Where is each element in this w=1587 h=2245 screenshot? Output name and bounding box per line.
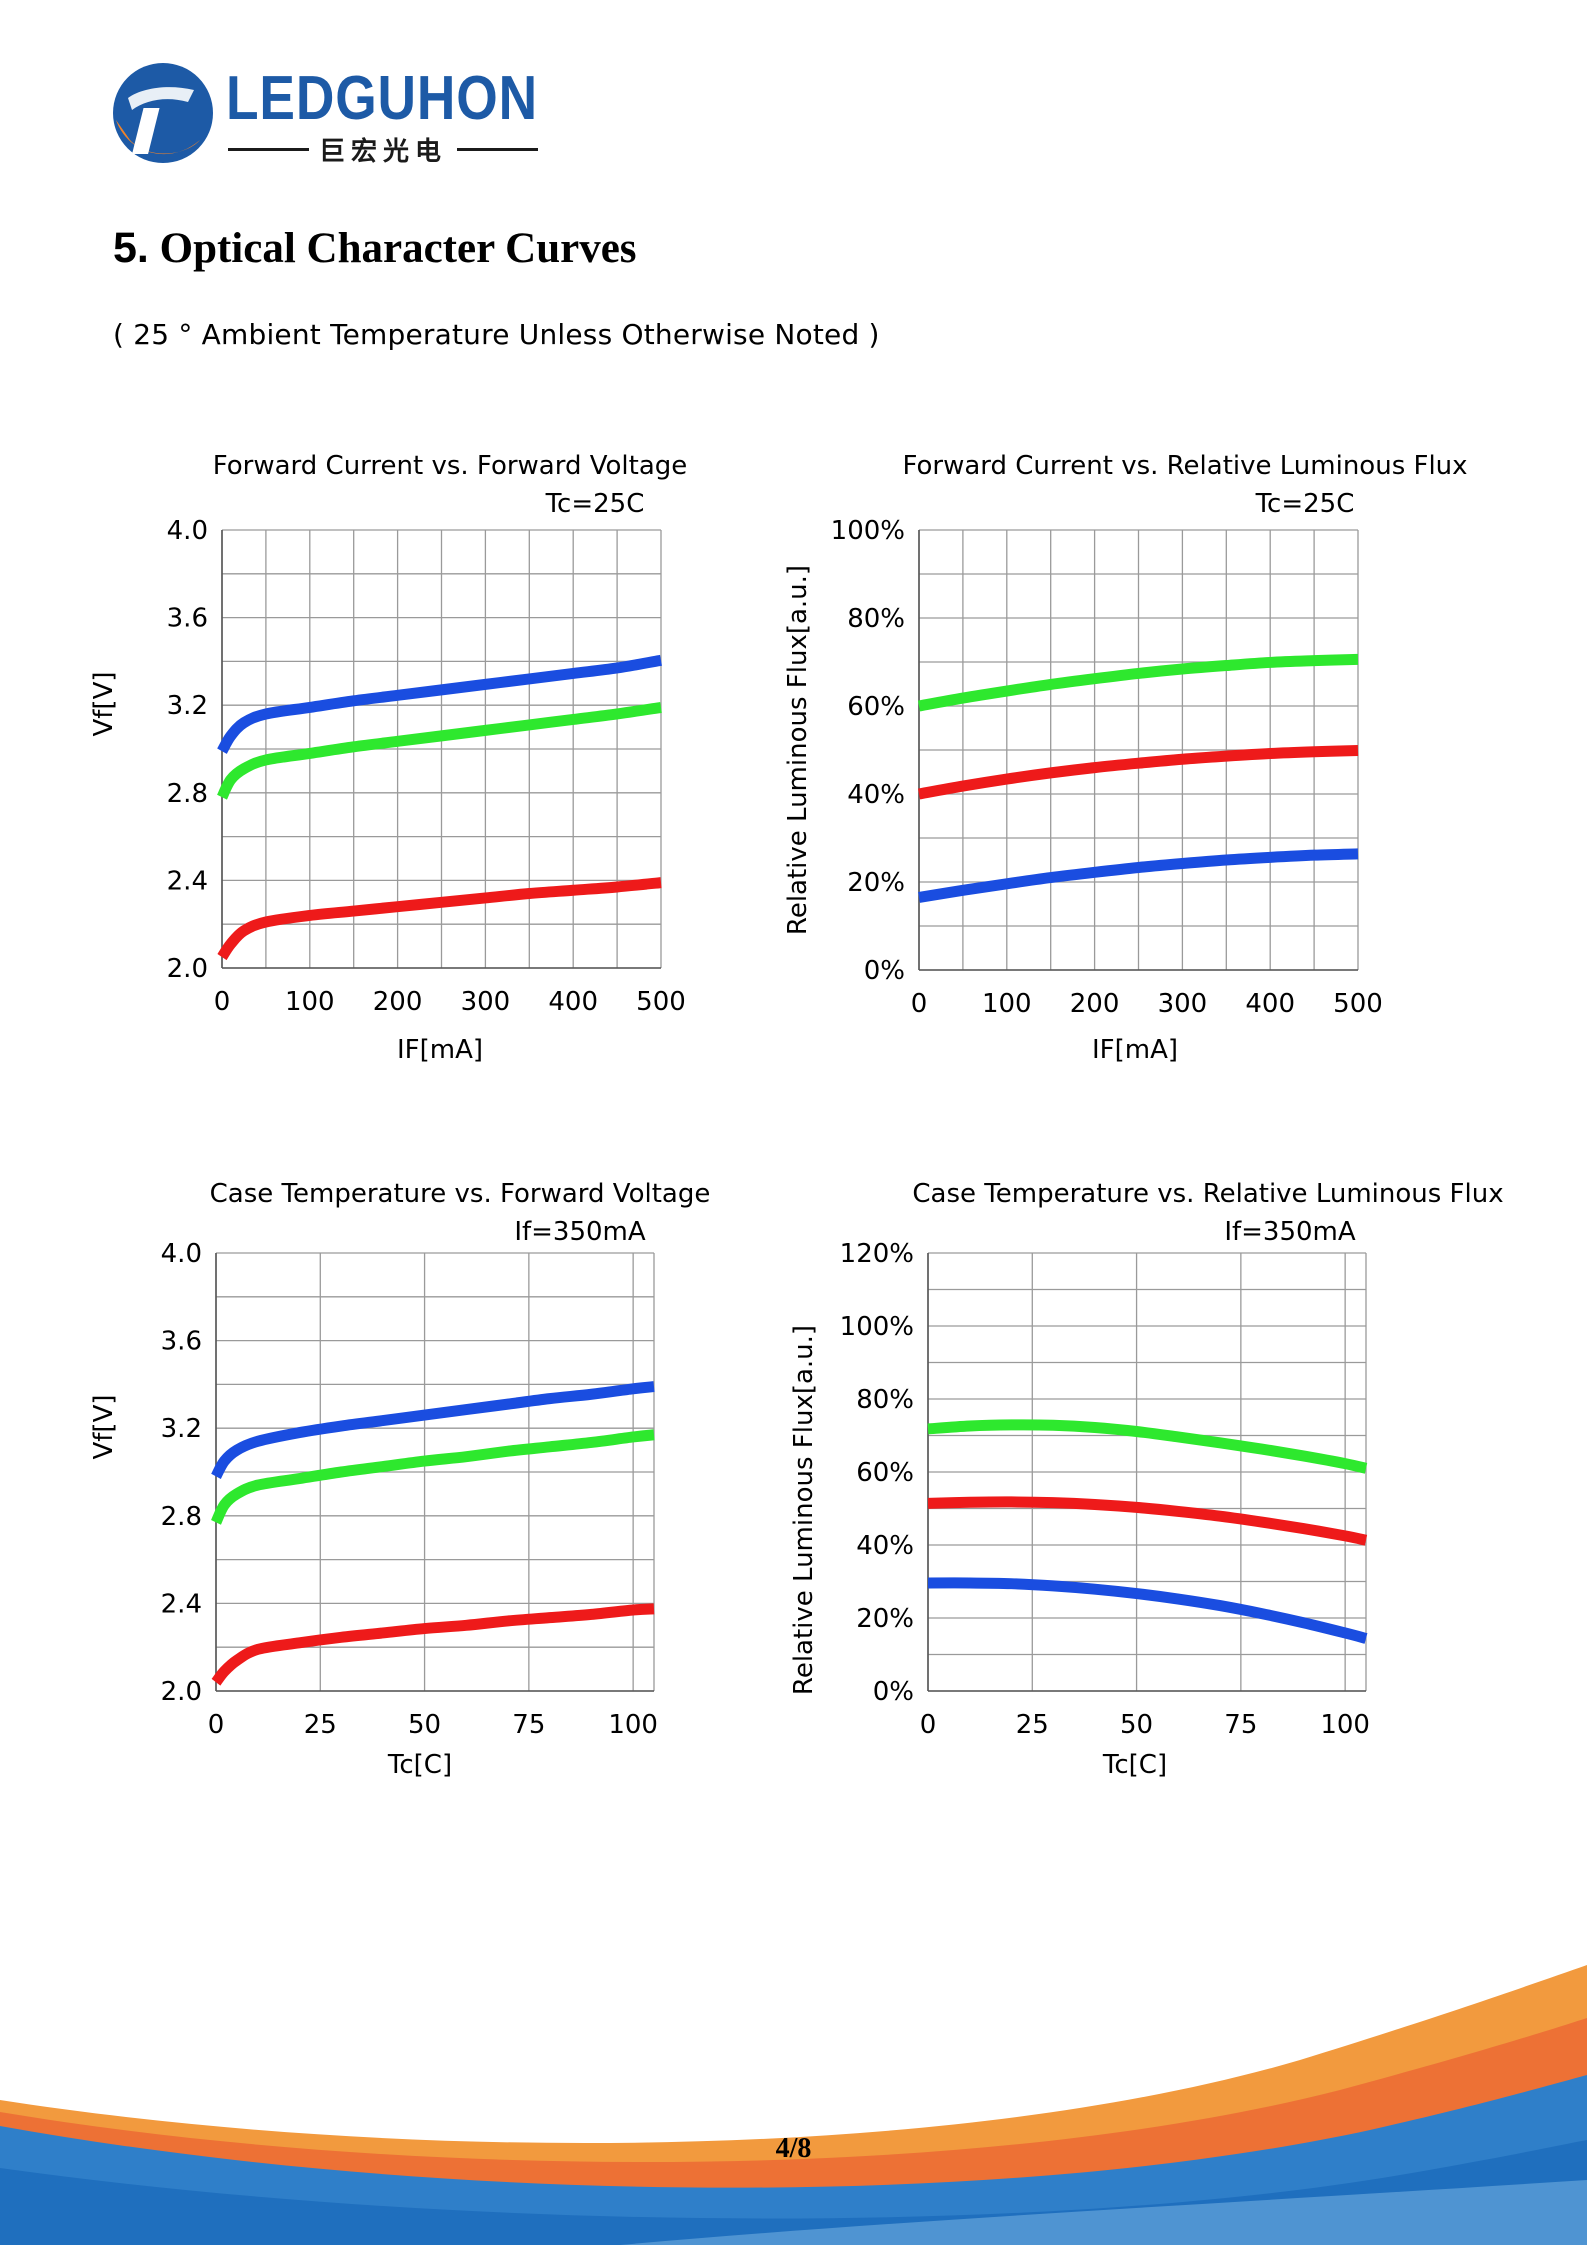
logo-emblem-icon — [113, 63, 213, 163]
y-tick-label: 2.4 — [167, 866, 208, 896]
section-heading: 5. Optical Character Curves — [113, 224, 637, 273]
y-tick-label: 80% — [847, 604, 905, 634]
x-tick-label: 25 — [304, 1710, 337, 1740]
x-tick-label: 500 — [1333, 989, 1383, 1019]
x-axis-label: IF[mA] — [397, 1035, 483, 1065]
chart-title: Case Temperature vs. Relative Luminous F… — [912, 1179, 1503, 1209]
x-axis-label: Tc[C] — [1102, 1750, 1167, 1780]
y-tick-label: 3.6 — [161, 1327, 202, 1357]
y-axis-label: Vf[V] — [89, 671, 119, 736]
series-line-green — [927, 1419, 1368, 1474]
page-number: 4/8 — [775, 2133, 812, 2164]
y-tick-label: 4.0 — [161, 1239, 202, 1269]
x-tick-label: 100 — [982, 989, 1032, 1019]
x-tick-label: 0 — [214, 987, 231, 1017]
x-tick-label: 100 — [285, 987, 335, 1017]
chart-condition-label: If=350mA — [514, 1217, 646, 1247]
y-axis-label: Vf[V] — [89, 1394, 119, 1459]
x-tick-label: 50 — [408, 1710, 441, 1740]
y-tick-label: 100% — [840, 1312, 914, 1342]
y-tick-label: 2.8 — [161, 1502, 202, 1532]
series-line-red — [217, 877, 662, 961]
y-tick-label: 60% — [847, 692, 905, 722]
y-tick-label: 40% — [856, 1531, 914, 1561]
y-tick-label: 120% — [840, 1239, 914, 1269]
logo-text: LEDGUHON — [226, 64, 538, 133]
y-axis-label: Relative Luminous Flux[a.u.] — [789, 1325, 819, 1695]
chart-title: Forward Current vs. Relative Luminous Fl… — [902, 451, 1467, 481]
chart-condition-label: Tc=25C — [545, 489, 645, 519]
x-tick-label: 0 — [911, 989, 928, 1019]
chart-fwd-flux: 0 100 200 300 400 500 0% 20% 40% 60% 80% 100% Forwar… — [783, 451, 1468, 1065]
series-line-blue — [217, 654, 662, 754]
x-tick-label: 400 — [548, 987, 598, 1017]
y-tick-label: 80% — [856, 1385, 914, 1415]
y-tick-label: 60% — [856, 1458, 914, 1488]
x-tick-label: 100 — [1320, 1710, 1370, 1740]
logo-rule-right — [457, 147, 539, 151]
chart-title: Forward Current vs. Forward Voltage — [213, 451, 688, 481]
y-tick-label: 0% — [864, 956, 905, 986]
series-line-green — [217, 701, 662, 800]
x-tick-label: 0 — [208, 1710, 225, 1740]
chart-condition-label: Tc=25C — [1255, 489, 1355, 519]
y-tick-label: 20% — [847, 868, 905, 898]
x-tick-label: 200 — [1070, 989, 1120, 1019]
y-tick-label: 4.0 — [167, 516, 208, 546]
x-tick-label: 400 — [1245, 989, 1295, 1019]
series-line-red — [211, 1603, 655, 1686]
y-tick-label: 0% — [873, 1677, 914, 1707]
x-tick-label: 300 — [1158, 989, 1208, 1019]
y-tick-label: 2.0 — [167, 954, 208, 984]
section-note: ( 25 ° Ambient Temperature Unless Otherw… — [113, 318, 880, 351]
y-axis-label: Relative Luminous Flux[a.u.] — [783, 565, 813, 935]
x-tick-label: 75 — [512, 1710, 545, 1740]
y-tick-label: 20% — [856, 1604, 914, 1634]
y-tick-label: 3.2 — [167, 691, 208, 721]
logo-subtext: 巨宏光电 — [319, 136, 448, 167]
x-tick-label: 100 — [608, 1710, 658, 1740]
x-tick-label: 50 — [1120, 1710, 1153, 1740]
x-tick-label: 500 — [636, 987, 686, 1017]
logo-subtitle: 巨宏光电 — [228, 134, 539, 167]
series-line-green — [210, 1429, 655, 1525]
y-tick-label: 3.6 — [167, 604, 208, 634]
logo-rule-left — [228, 147, 309, 151]
section-title: Optical Character Curves — [159, 225, 637, 272]
chart-condition-label: If=350mA — [1224, 1217, 1356, 1247]
series-line-green — [918, 653, 1359, 712]
series-line-red — [927, 1496, 1368, 1546]
y-tick-label: 40% — [847, 780, 905, 810]
chart-title: Case Temperature vs. Forward Voltage — [210, 1179, 711, 1209]
y-tick-label: 2.4 — [161, 1589, 202, 1619]
chart-temp-flux: 0 25 50 75 100 0% 20% 40% 60% 80% 100% 120% Case Tem… — [789, 1179, 1504, 1780]
series-line-red — [918, 744, 1359, 800]
x-tick-label: 0 — [920, 1710, 937, 1740]
x-tick-label: 200 — [373, 987, 423, 1017]
section-number: 5. — [113, 224, 149, 272]
x-axis-label: IF[mA] — [1092, 1035, 1178, 1065]
chart-temp-voltage: 0 25 50 75 100 2.0 2.4 2.8 3.2 3.6 4.0 Case Tempera… — [89, 1179, 710, 1780]
y-tick-label: 2.8 — [167, 779, 208, 809]
series-line-blue — [918, 848, 1359, 903]
x-tick-label: 25 — [1016, 1710, 1049, 1740]
series-line-blue — [927, 1577, 1368, 1644]
y-tick-label: 3.2 — [161, 1414, 202, 1444]
y-tick-label: 100% — [831, 516, 905, 546]
y-tick-label: 2.0 — [161, 1677, 202, 1707]
x-axis-label: Tc[C] — [387, 1750, 452, 1780]
x-tick-label: 300 — [461, 987, 511, 1017]
company-logo: LEDGUHON 巨宏光电 — [108, 58, 539, 168]
x-tick-label: 75 — [1224, 1710, 1257, 1740]
series-line-blue — [211, 1381, 655, 1480]
chart-fwd-voltage: 0 100 200 300 400 500 2.0 2.4 2.8 3.2 3.6 4.0 Forwar… — [89, 451, 687, 1065]
